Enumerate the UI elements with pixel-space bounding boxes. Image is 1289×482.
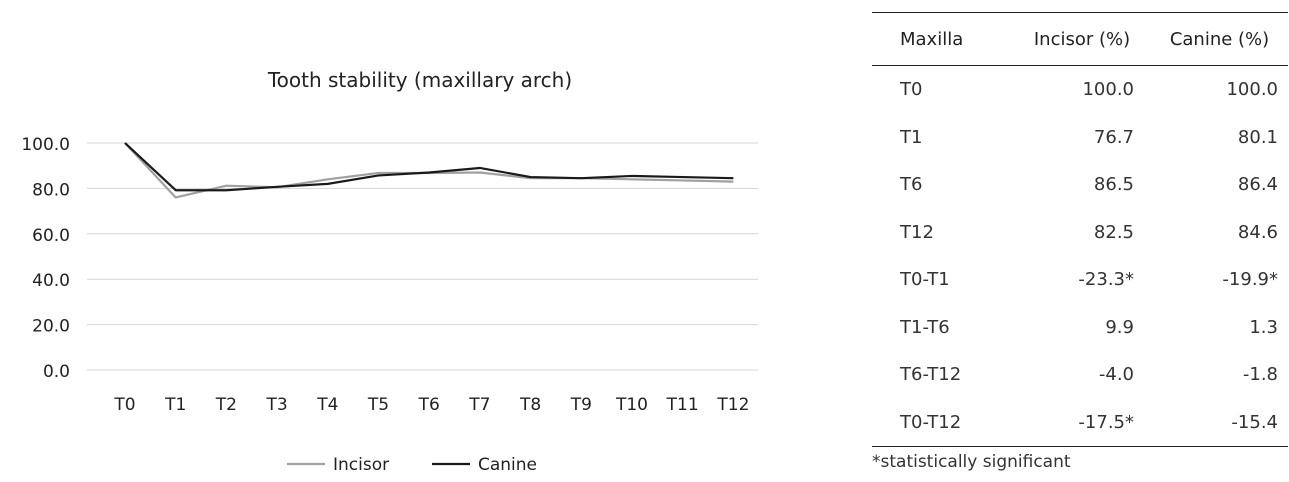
results-table-container: Maxilla Incisor (%) Canine (%) T0 100.0 … xyxy=(872,12,1288,447)
table-footnote: *statistically significant xyxy=(872,452,1071,472)
cell-incisor: -17.5* xyxy=(1013,398,1150,447)
y-tick-label: 100.0 xyxy=(21,135,70,155)
x-tick-label: T0 xyxy=(113,395,135,415)
x-tick-label: T10 xyxy=(615,395,648,415)
cell-incisor: 86.5 xyxy=(1093,174,1134,196)
cell-canine: 86.4 xyxy=(1237,174,1278,196)
table-row: T12 82.5 84.6 xyxy=(872,209,1288,257)
table-row: T0-T1 -23.3* -19.9* xyxy=(872,256,1288,304)
x-tick-label: T3 xyxy=(265,395,287,415)
cell-canine: 100.0 xyxy=(1226,79,1278,101)
line-chart: Tooth stability (maxillary arch) 100.0 80.… xyxy=(21,68,758,475)
table-row: T0-T12 -17.5* -15.4 xyxy=(872,398,1288,447)
x-tick-label: T12 xyxy=(716,395,749,415)
cell-canine: 1.3 xyxy=(1249,316,1278,338)
table-row: T6 86.5 86.4 xyxy=(872,161,1288,209)
y-tick-label: 0.0 xyxy=(43,362,70,382)
x-tick-label: T1 xyxy=(164,395,186,415)
x-tick-label: T2 xyxy=(215,395,237,415)
cell-incisor: 9.9 xyxy=(1105,316,1134,338)
y-tick-label: 80.0 xyxy=(32,180,70,200)
cell-incisor: 100.0 xyxy=(1082,79,1134,101)
x-tick-label: T9 xyxy=(570,395,592,415)
table-row: T1 76.7 80.1 xyxy=(872,114,1288,162)
cell-incisor: -23.3* xyxy=(1078,269,1134,291)
header-incisor: Incisor (%) xyxy=(1013,12,1150,66)
cell-canine: -15.4 xyxy=(1150,398,1288,447)
cell-interval: T1-T6 xyxy=(900,316,950,338)
cell-canine: 84.6 xyxy=(1237,221,1278,243)
x-tick-label: T6 xyxy=(418,395,440,415)
x-tick-label: T7 xyxy=(468,395,490,415)
table-row: T0 100.0 100.0 xyxy=(872,66,1288,114)
x-tick-label: T8 xyxy=(519,395,541,415)
legend-label-canine: Canine xyxy=(478,455,537,475)
y-tick-label: 60.0 xyxy=(32,226,70,246)
x-tick-label: T11 xyxy=(666,395,699,415)
cell-interval: T0-T1 xyxy=(900,269,950,291)
cell-incisor: -4.0 xyxy=(1098,364,1134,386)
table-row: T1-T6 9.9 1.3 xyxy=(872,304,1288,352)
cell-interval: T1 xyxy=(900,126,923,148)
results-table: Maxilla Incisor (%) Canine (%) T0 100.0 … xyxy=(872,12,1288,447)
cell-interval: T0-T12 xyxy=(872,398,1013,447)
table-header-row: Maxilla Incisor (%) Canine (%) xyxy=(872,12,1288,66)
cell-interval: T12 xyxy=(900,221,934,243)
header-canine: Canine (%) xyxy=(1150,12,1288,66)
cell-interval: T6-T12 xyxy=(900,364,962,386)
x-tick-label: T5 xyxy=(367,395,389,415)
series-line-canine xyxy=(124,142,734,192)
cell-incisor: 76.7 xyxy=(1093,126,1134,148)
y-tick-label: 40.0 xyxy=(32,271,70,291)
cell-canine: 80.1 xyxy=(1237,126,1278,148)
cell-canine: -1.8 xyxy=(1242,364,1278,386)
y-tick-label: 20.0 xyxy=(32,317,70,337)
table-row: T6-T12 -4.0 -1.8 xyxy=(872,351,1288,399)
x-tick-label: T4 xyxy=(316,395,338,415)
cell-incisor: 82.5 xyxy=(1093,221,1134,243)
cell-canine: -19.9* xyxy=(1222,269,1278,291)
header-maxilla: Maxilla xyxy=(872,12,1013,66)
chart-title: Tooth stability (maxillary arch) xyxy=(267,68,572,92)
cell-interval: T0 xyxy=(900,79,923,101)
cell-interval: T6 xyxy=(900,174,923,196)
legend-label-incisor: Incisor xyxy=(333,455,389,475)
